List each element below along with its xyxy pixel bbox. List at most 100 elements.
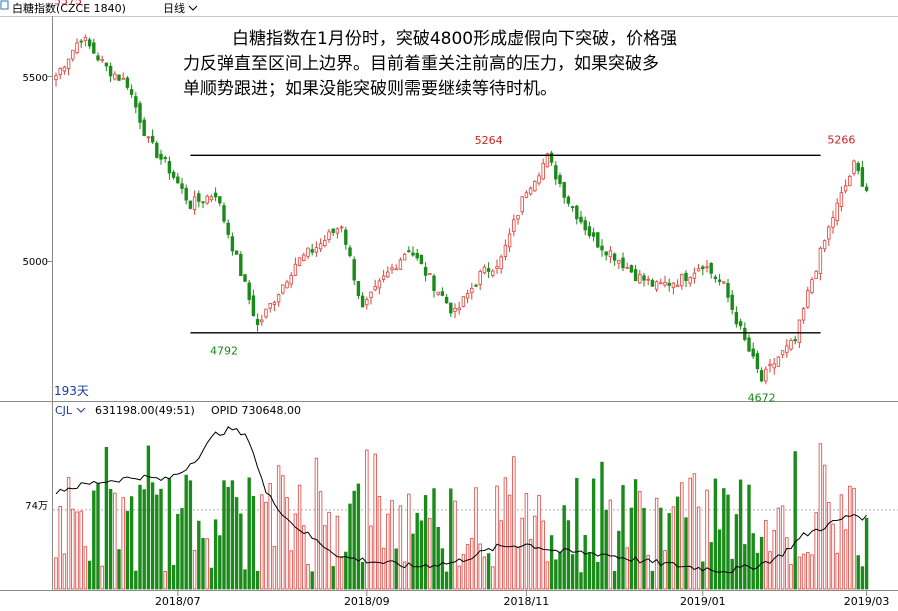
volume-indicator-name[interactable]: CJL (55, 404, 73, 417)
candle (579, 211, 583, 225)
candle (234, 250, 239, 255)
candle-body (129, 89, 134, 95)
candle (92, 38, 96, 54)
volume-bar (377, 496, 382, 590)
candle (134, 92, 138, 114)
volume-bar (839, 494, 844, 590)
volume-bar (520, 517, 524, 590)
candle (629, 264, 634, 273)
period-selector[interactable]: 日线 (163, 1, 185, 15)
candle (381, 269, 386, 283)
candle-body (318, 243, 323, 250)
candle-body (369, 291, 373, 298)
price-tick-label: 5000 (23, 257, 48, 268)
volume-bar (138, 484, 142, 590)
chevron-down-icon[interactable] (188, 5, 198, 11)
volume-bar (348, 503, 352, 590)
candle-body (71, 49, 75, 60)
candle (667, 278, 671, 292)
candle-body (79, 40, 83, 43)
candle (608, 246, 613, 264)
candle-body (432, 275, 436, 291)
candle (503, 239, 508, 261)
candle (411, 246, 415, 257)
menu-icon[interactable] (0, 0, 9, 10)
candle (251, 289, 256, 317)
volume-bar (688, 477, 692, 590)
candle (776, 356, 781, 367)
candle (398, 257, 403, 270)
candle (394, 264, 398, 271)
candle (759, 367, 764, 383)
candle-body (159, 153, 163, 160)
volume-bar (222, 480, 226, 590)
candle (562, 181, 566, 204)
candle-body (549, 152, 554, 163)
volume-bar (629, 507, 634, 590)
candle-body (717, 279, 722, 282)
candle-body (617, 260, 621, 264)
candle-body (113, 73, 117, 80)
candle-body (528, 187, 533, 195)
candle-body (491, 270, 495, 276)
candle (671, 282, 676, 295)
candle-body (411, 252, 415, 256)
candle-body (575, 205, 579, 220)
candle-body (457, 307, 461, 311)
candle (512, 214, 516, 237)
volume-bar (554, 559, 558, 590)
volume-bar (339, 557, 344, 590)
volume-bar (755, 552, 760, 590)
volume-bar (482, 556, 487, 590)
candle (171, 169, 176, 180)
candle-body (776, 356, 781, 367)
candle (205, 194, 209, 205)
candle (66, 58, 71, 76)
candle (167, 156, 172, 180)
volume-bar (306, 563, 310, 590)
high-label: 5575 (54, 0, 82, 8)
candle-body (83, 36, 88, 42)
candle-body (671, 282, 676, 289)
candle-body (801, 308, 806, 321)
candle-body (415, 252, 419, 259)
volume-bar (176, 513, 180, 590)
volume-bar (62, 553, 67, 590)
candle (255, 313, 260, 332)
volume-bar (730, 558, 734, 590)
candle-body (377, 280, 382, 289)
candle (709, 262, 713, 279)
candle (738, 318, 743, 330)
volume-bar (415, 512, 419, 590)
annotation-block: 白糖指数在1月份时，突破4800形成虚假向下突破，价格强 力反弹直至区间上边界。… (183, 29, 677, 99)
candle (570, 205, 575, 212)
volume-bar (297, 484, 302, 590)
volume-bar (449, 488, 453, 590)
candle (852, 159, 856, 176)
volume-bar (835, 552, 839, 590)
volume-bar (810, 554, 814, 590)
volume-bar (617, 530, 621, 590)
candle-body (860, 167, 865, 187)
candle (453, 303, 457, 319)
candle (575, 204, 579, 225)
candle-body (239, 254, 243, 277)
candle (768, 359, 772, 373)
chevron-down-icon[interactable] (76, 407, 86, 413)
candle-body (650, 279, 655, 287)
candle (436, 291, 440, 296)
candle-body (684, 272, 688, 282)
volume-bar (806, 552, 810, 590)
candle (390, 263, 394, 274)
candle (71, 49, 75, 62)
candle-body (680, 273, 684, 287)
candle (789, 338, 793, 352)
candle (180, 177, 184, 194)
candle (772, 358, 776, 375)
volume-bar (642, 507, 646, 590)
candle-body (566, 196, 571, 204)
candle-body (297, 257, 302, 266)
candle-body (390, 267, 394, 271)
candle (612, 252, 617, 266)
candle (310, 243, 314, 256)
